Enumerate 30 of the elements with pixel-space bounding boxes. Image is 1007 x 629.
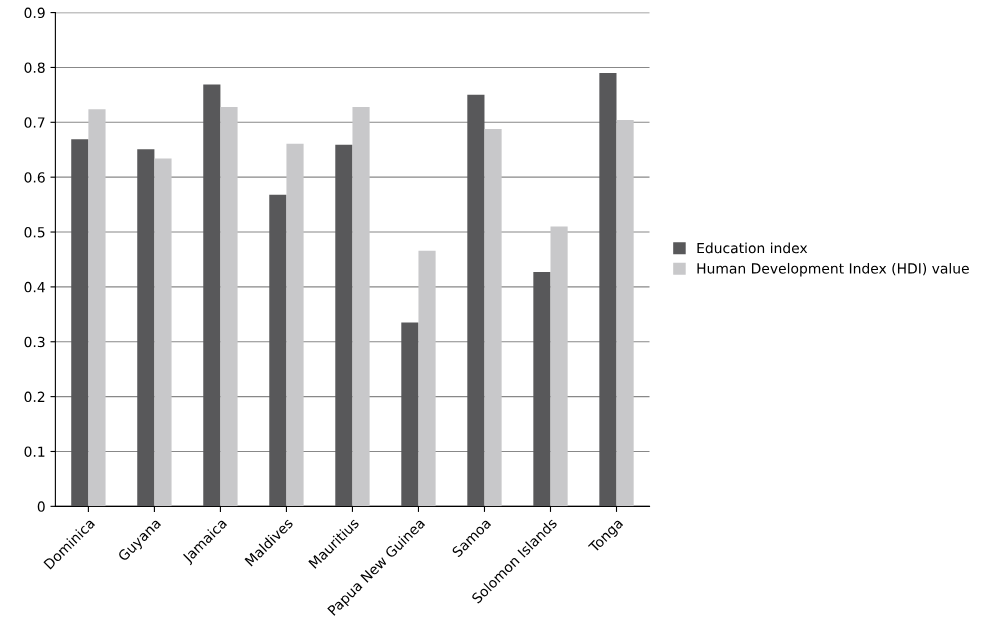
bar	[203, 84, 221, 507]
y-tick-label: 0.1	[24, 446, 45, 457]
y-tick-label: 0.5	[24, 227, 45, 238]
y-tick-label: 0.9	[24, 7, 45, 19]
y-tick-label: 0.6	[24, 172, 45, 183]
y-tick-label: 0.8	[24, 62, 45, 73]
y-tick-label: 0.4	[24, 281, 45, 293]
legend-label: Education index	[697, 242, 808, 254]
bar	[335, 144, 353, 507]
bar	[599, 72, 617, 507]
y-tick-label: 0.2	[24, 391, 45, 403]
bar	[154, 158, 172, 507]
legend-label: Human Development Index (HDI) value	[697, 262, 969, 277]
bar	[88, 109, 106, 507]
bar	[71, 139, 89, 507]
bar	[484, 128, 502, 507]
y-tick-label: 0.7	[24, 117, 45, 128]
y-tick-label: 0	[37, 501, 45, 512]
bar	[550, 226, 568, 507]
bar	[533, 272, 551, 507]
bar	[269, 194, 287, 507]
bar	[137, 149, 155, 507]
bar	[220, 106, 238, 507]
bar	[616, 120, 634, 507]
bar	[418, 250, 436, 507]
bar	[286, 143, 304, 507]
y-tick-label: 0.3	[24, 336, 45, 348]
bar	[352, 106, 370, 507]
bar	[401, 322, 419, 507]
bar	[467, 94, 485, 507]
